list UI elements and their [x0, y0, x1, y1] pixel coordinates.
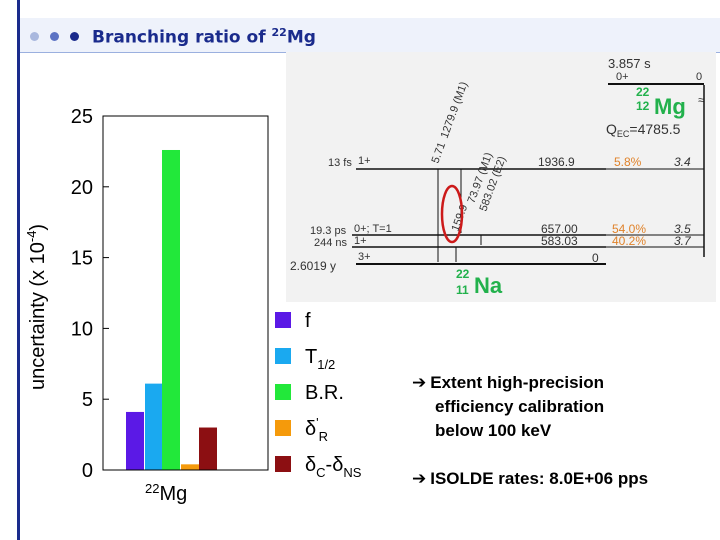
- bullet-isolde-text: ISOLDE rates: 8.0E+06 pps: [430, 469, 649, 488]
- legend-swatch: [275, 420, 291, 436]
- level-583-energy: 583.03: [541, 234, 578, 248]
- decay-scheme: 3.857 s 0+ 0 22 12 Mg ≈ QEC=4785.5 13 fs…: [286, 52, 716, 302]
- level-583-spin: 1+: [354, 235, 367, 247]
- highlight-ellipse: [440, 184, 464, 244]
- legend-label: δC-δNS: [305, 454, 362, 480]
- y-tick-label: 15: [71, 248, 93, 270]
- y-tick-label: 5: [82, 389, 93, 411]
- slide-title-text: Branching ratio of: [92, 27, 272, 48]
- slide-title: Branching ratio of 22Mg: [92, 26, 316, 48]
- level-1936-spin: 1+: [358, 155, 371, 167]
- daughter-z: 11: [456, 283, 469, 297]
- arrow-icon: ➔: [412, 469, 427, 489]
- legend-label: T1/2: [305, 346, 335, 372]
- q-number: =4785.5: [629, 121, 680, 137]
- level-1936-logft: 3.4: [674, 155, 691, 169]
- q-symbol: Q: [606, 121, 617, 137]
- parent-spin: 0+: [616, 71, 629, 83]
- y-axis-ticks: 0 5 10 15 20 25: [71, 106, 109, 482]
- bar-0: [126, 411, 144, 470]
- bullet-calibration-text-2: efficiency calibration: [435, 397, 605, 416]
- uncertainty-bar-chart: uncertainty (x 10-4) 0 5 10 15 20 25 22Mg f T1…: [24, 106, 362, 505]
- bar-1: [145, 383, 163, 470]
- level-657-logft: 3.5: [674, 222, 691, 236]
- legend-swatch: [275, 312, 291, 328]
- x-axis-label-element: Mg: [159, 483, 187, 505]
- x-axis-label: 22Mg: [145, 481, 187, 505]
- level-1936-energy: 1936.9: [538, 155, 575, 169]
- legend-label: f: [305, 310, 311, 332]
- bullet-calibration-line-1: ➔ Extent high-precision: [412, 371, 604, 395]
- arrow-icon: ➔: [412, 373, 427, 393]
- bullet-dot-1: [30, 32, 39, 41]
- bar-3: [181, 464, 199, 470]
- decay-scheme-background: [286, 52, 716, 302]
- level-657-energy: 657.00: [541, 222, 578, 236]
- level-657-branch: 54.0%: [612, 222, 646, 236]
- ground-lifetime: 2.6019 y: [290, 259, 336, 273]
- bullet-calibration-text-1: Extent high-precision: [430, 373, 605, 392]
- half-life: 3.857 s: [608, 56, 651, 71]
- parent-z: 12: [636, 99, 650, 113]
- y-tick-label: 25: [71, 106, 93, 128]
- level-583-branch: 40.2%: [612, 234, 646, 248]
- legend-label: B.R.: [305, 382, 344, 404]
- plot-frame: [102, 115, 269, 471]
- approx-symbol: ≈: [698, 93, 705, 107]
- parent-energy: 0: [696, 71, 702, 83]
- bullet-calibration: ➔ Extent high-precision efficiency calibr…: [412, 371, 604, 443]
- bar-2: [162, 149, 180, 470]
- legend-swatch: [275, 348, 291, 364]
- q-value-label: QEC=4785.5: [606, 121, 681, 139]
- level-1936-branch: 5.8%: [614, 155, 642, 169]
- level-657-spin: 0+; T=1: [354, 223, 392, 235]
- bullet-calibration-line-2: efficiency calibration: [412, 395, 604, 419]
- daughter-symbol: Na: [474, 273, 503, 298]
- level-657-lifetime: 19.3 ps: [310, 225, 347, 237]
- bullet-calibration-line-3: below 100 keV: [412, 419, 604, 443]
- chart-legend: f T1/2 B.R. δ'R δC-δNS: [275, 310, 362, 480]
- legend-label: δ'R: [305, 415, 328, 444]
- bullet-isolde-rates: ➔ ISOLDE rates: 8.0E+06 pps: [412, 467, 648, 491]
- bullet-dot-2: [50, 32, 59, 41]
- legend-swatch: [275, 384, 291, 400]
- y-axis-label: uncertainty (x 10-4): [24, 224, 49, 390]
- q-subscript: EC: [617, 129, 630, 139]
- x-axis-label-mass: 22: [145, 481, 159, 496]
- level-583-lifetime: 244 ns: [314, 237, 348, 249]
- y-tick-label: 10: [71, 318, 93, 340]
- left-accent-rule: [17, 0, 20, 540]
- y-axis-label-exponent: -4: [24, 231, 39, 243]
- slide-title-mass: 22: [271, 26, 287, 39]
- bar-4: [199, 427, 217, 470]
- parent-symbol: Mg: [654, 94, 686, 119]
- title-bar: [20, 18, 720, 53]
- y-axis-label-close: ): [27, 224, 49, 231]
- bars: [126, 149, 217, 470]
- y-axis-label-main: uncertainty (x 10: [27, 242, 49, 390]
- y-tick-label: 20: [71, 177, 93, 199]
- daughter-mass: 22: [456, 267, 470, 281]
- level-1936-lifetime: 13 fs: [328, 157, 352, 169]
- parent-mass: 22: [636, 85, 650, 99]
- slide-title-element: Mg: [286, 27, 316, 48]
- y-tick-label: 0: [82, 460, 93, 482]
- bullet-dot-3: [70, 32, 79, 41]
- legend-swatch: [275, 456, 291, 472]
- ground-energy: 0: [592, 251, 599, 265]
- bullet-calibration-text-3: below 100 keV: [435, 421, 552, 440]
- ground-spin: 3+: [358, 251, 371, 263]
- level-583-logft: 3.7: [674, 234, 692, 248]
